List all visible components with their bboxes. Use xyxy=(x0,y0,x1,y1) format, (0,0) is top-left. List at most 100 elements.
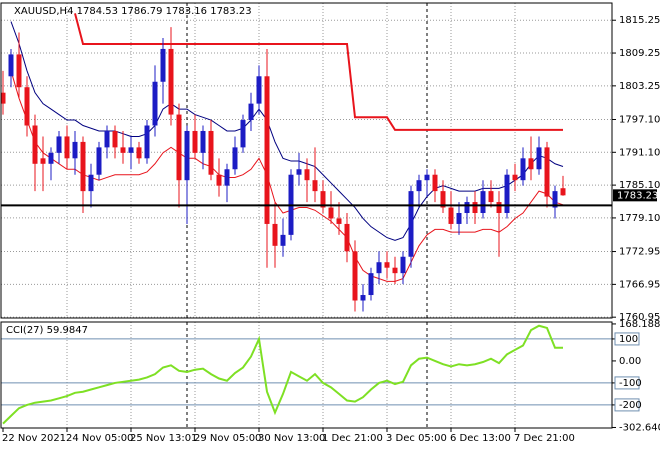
candle-body xyxy=(432,174,438,192)
indicator-line xyxy=(10,21,564,241)
candle-body xyxy=(368,273,374,296)
candle-body xyxy=(272,223,278,246)
level-label-box xyxy=(614,376,640,390)
y-tick-label: 1772.95 xyxy=(619,247,660,258)
y-tick-label: 1809.25 xyxy=(619,48,660,59)
y-tick-label: 1815.25 xyxy=(619,15,660,26)
candle-body xyxy=(72,141,78,159)
candle-body xyxy=(480,191,486,213)
y-tick-label: 1791.10 xyxy=(619,147,660,158)
y-tick-label: -100 xyxy=(619,378,642,389)
candle-body xyxy=(464,202,470,213)
candle-body xyxy=(168,48,174,115)
candle-body xyxy=(408,191,414,257)
candle-body xyxy=(128,147,134,153)
indicator-line xyxy=(74,13,563,131)
candle-body xyxy=(216,174,222,186)
x-tick-label: 3 Dec 05:00 xyxy=(386,433,447,444)
candle-body xyxy=(160,48,166,82)
candle-body xyxy=(312,180,318,192)
candle-body xyxy=(344,223,350,252)
candle-body xyxy=(120,147,126,153)
x-tick-label: 22 Nov 2021 xyxy=(2,433,66,444)
candle-body xyxy=(48,152,54,164)
candle-body xyxy=(248,103,254,121)
candle-body xyxy=(360,295,366,301)
candle-body xyxy=(136,147,142,159)
candle-body xyxy=(208,130,214,175)
y-tick-label: 1803.25 xyxy=(619,81,660,92)
candle-body xyxy=(24,87,30,126)
candle-body xyxy=(440,191,446,208)
candle-body xyxy=(280,234,286,246)
candle-body xyxy=(320,191,326,208)
candle-body xyxy=(296,169,302,175)
candle-body xyxy=(16,54,22,88)
candle-body xyxy=(512,174,518,181)
candle-body xyxy=(264,76,270,224)
candle-body xyxy=(472,202,478,213)
x-tick-label: 30 Nov 13:00 xyxy=(258,433,325,444)
x-tick-label: 29 Nov 05:00 xyxy=(194,433,261,444)
y-tick-label: 1766.95 xyxy=(619,279,660,290)
candle-body xyxy=(424,174,430,181)
candle-body xyxy=(152,81,158,126)
last-price-tag xyxy=(613,189,657,202)
candle-body xyxy=(496,202,502,213)
cci-line xyxy=(2,324,563,425)
candle-body xyxy=(224,169,230,186)
x-tick-label: 24 Nov 05:00 xyxy=(66,433,133,444)
candle-body xyxy=(88,174,94,192)
x-tick-label: 7 Dec 21:00 xyxy=(514,433,575,444)
y-tick-label: 1797.10 xyxy=(619,114,660,125)
x-tick-label: 1 Dec 21:00 xyxy=(322,433,383,444)
candle-body xyxy=(400,256,406,274)
candle-body xyxy=(32,125,38,164)
candle-body xyxy=(504,174,510,213)
y-tick-label: -302.6407 xyxy=(619,422,660,433)
y-tick-label: 1760.95 xyxy=(619,312,660,323)
candle-body xyxy=(416,180,422,192)
candle-body xyxy=(56,136,62,153)
candle-body xyxy=(536,147,542,170)
y-tick-label: 1779.10 xyxy=(619,213,660,224)
candle-body xyxy=(176,114,182,181)
candle-body xyxy=(528,158,534,170)
candle-body xyxy=(328,207,334,219)
candle-body xyxy=(200,130,206,153)
last-price-label: 1783.23 xyxy=(617,190,658,201)
candle-body xyxy=(192,130,198,153)
candle-body xyxy=(384,262,390,268)
y-tick-label: 1785.10 xyxy=(619,180,660,191)
candle-body xyxy=(392,267,398,274)
y-tick-label: -200 xyxy=(619,400,642,411)
candle-body xyxy=(8,54,14,77)
indicator-line xyxy=(10,70,564,282)
candle-body xyxy=(144,125,150,159)
candle-body xyxy=(456,213,462,224)
candle-body xyxy=(336,218,342,224)
candle-body xyxy=(184,130,190,181)
level-label-box xyxy=(614,398,640,412)
x-tick-label: 6 Dec 13:00 xyxy=(450,433,511,444)
candle-body xyxy=(488,191,494,203)
indicator-title: CCI(27) 59.9847 xyxy=(6,325,88,336)
indicator-frame xyxy=(0,321,613,429)
candle-body xyxy=(448,207,454,224)
candle-body xyxy=(40,158,46,164)
candle-body xyxy=(232,147,238,170)
candle-body xyxy=(560,188,566,196)
candle-body xyxy=(0,92,6,104)
candle-body xyxy=(520,158,526,181)
candle-body xyxy=(64,136,70,159)
level-label-box xyxy=(614,332,640,346)
candle-body xyxy=(256,76,262,104)
candle-body xyxy=(352,251,358,301)
y-tick-label: 168.188 xyxy=(619,319,660,330)
x-tick-label: 25 Nov 13:01 xyxy=(130,433,197,444)
candle-body xyxy=(80,141,86,192)
y-tick-label: 100 xyxy=(619,334,638,345)
